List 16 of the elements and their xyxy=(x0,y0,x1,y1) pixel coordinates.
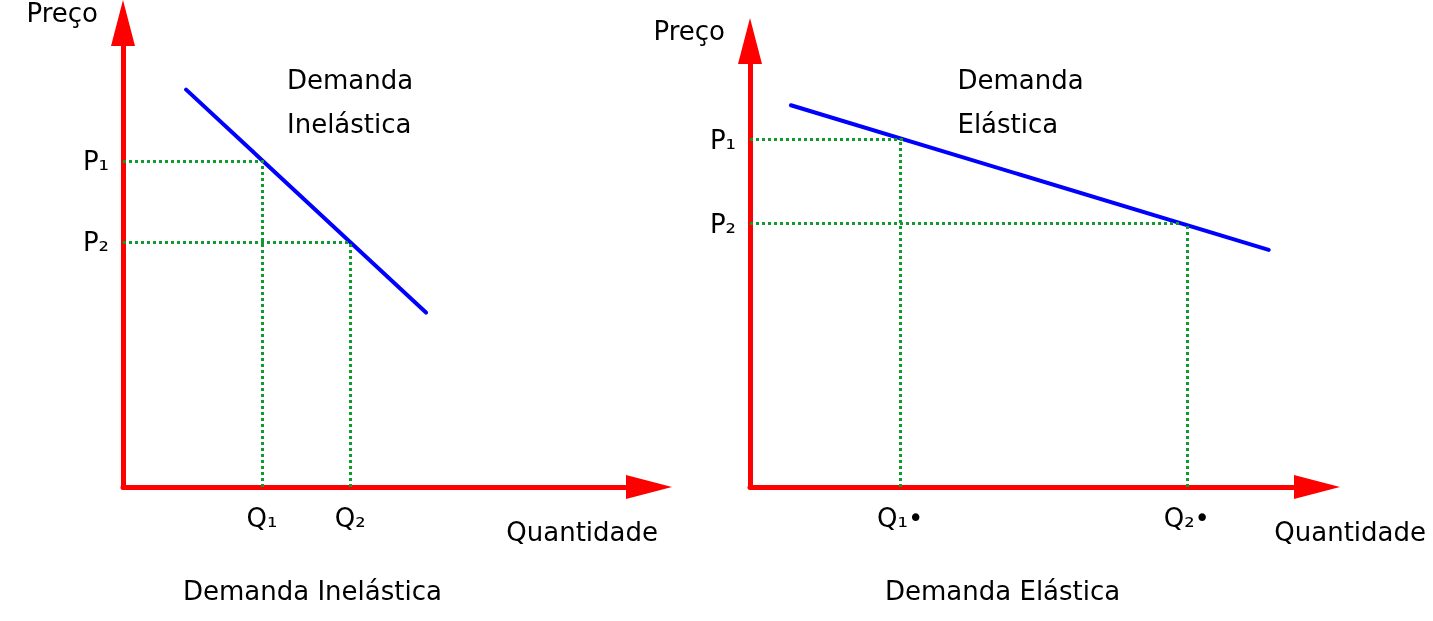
annotation: Demanda Elástica xyxy=(957,65,1084,139)
x-tick-label: Q₁• xyxy=(877,503,924,533)
x-tick-label: Q₂ xyxy=(334,503,366,533)
x-axis-title: Quantidade xyxy=(1274,517,1426,547)
ref-line-label: P₁ xyxy=(709,124,736,155)
annotation: Demanda Inelástica xyxy=(287,65,414,139)
ref-line-label: P₂ xyxy=(709,208,736,239)
y-axis-title: Preço xyxy=(653,16,725,46)
text: Demanda Elástica xyxy=(885,576,1121,606)
x-axis-title: Quantidade xyxy=(506,517,658,547)
y-axis-title: Preço xyxy=(26,0,98,28)
ref-line-label: P₁ xyxy=(82,146,109,177)
x-tick-label: Q₂• xyxy=(1163,503,1210,533)
text: Demanda Inelástica xyxy=(183,576,442,606)
x-tick-label: Q₁ xyxy=(246,503,278,533)
ref-line-label: P₂ xyxy=(82,227,109,258)
